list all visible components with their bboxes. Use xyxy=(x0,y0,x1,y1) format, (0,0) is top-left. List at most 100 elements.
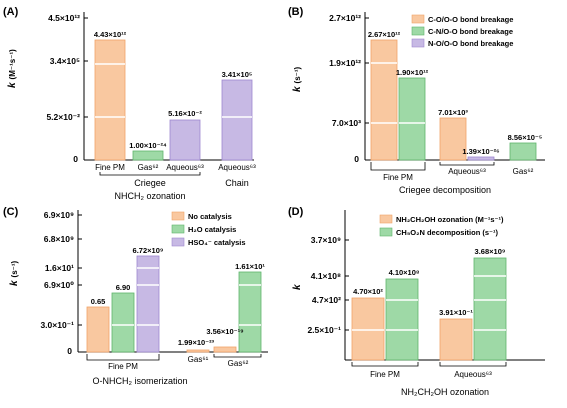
legend-swatch-green xyxy=(379,227,393,237)
panel-c-value-label: 1.99×10⁻²³ xyxy=(178,338,215,347)
panel-c-value-label: 1.61×10¹ xyxy=(235,262,265,271)
panel-a-value-label: 4.43×10¹² xyxy=(94,30,127,39)
panel-b-value-label: 7.01×10³ xyxy=(438,108,468,117)
panel-b-ytick-2: 1.9×10¹² xyxy=(329,58,361,68)
panel-c-ytick-4: 6.9×10⁰ xyxy=(44,280,74,290)
legend-item: HSO₄⁻ catalysis xyxy=(188,238,246,247)
panel-d-category: Fine PM xyxy=(370,370,400,379)
panel-a-category: Fine PM xyxy=(95,163,125,172)
panel-d-value-label: 4.70×10² xyxy=(353,287,383,296)
panel-c: (C) k(s⁻¹) 6.9×10⁹ 6.8×10⁹ 1.6×10¹ 6.9×1… xyxy=(3,206,268,386)
legend-item: NH₂CH₂OH ozonation (M⁻¹s⁻¹) xyxy=(396,215,504,224)
panel-c-value-label: 6.90 xyxy=(116,283,131,292)
panel-b-value-label: 1.90×10¹² xyxy=(396,68,429,77)
panel-c-ytick-6: 0 xyxy=(67,346,72,356)
panel-d-xtitle: NH₂CH₂OH ozonation xyxy=(401,387,489,397)
panel-b-bracket xyxy=(439,162,495,166)
legend-swatch-green xyxy=(411,26,425,36)
bar-b-gas-cn xyxy=(509,142,537,161)
panel-a-ytick-3: 5.2×10⁻² xyxy=(46,112,80,122)
bar-a-finepm xyxy=(94,39,126,161)
legend-item: H₂O catalysis xyxy=(188,225,236,234)
bar-a-gas xyxy=(132,150,164,161)
panel-a-ytick-1: 4.5×10¹² xyxy=(48,13,80,23)
legend-item: CH₅O₂N decomposition (s⁻¹) xyxy=(396,228,498,237)
bar-d-finepm-ozon xyxy=(351,297,385,361)
panel-c-ytick-2: 6.8×10⁹ xyxy=(44,234,74,244)
panel-a-group-bracket xyxy=(99,172,201,176)
panel-c-xtitle: O-NHCH₂ isomerization xyxy=(92,376,187,386)
panel-b-category: Fine PM xyxy=(383,173,413,182)
panel-a-group-criegee: Criegee xyxy=(134,178,166,188)
panel-c-ylabel: k(s⁻¹) xyxy=(9,260,20,286)
panel-d-bracket xyxy=(439,362,507,367)
panel-a-value-label: 1.00×10⁻²⁴ xyxy=(129,141,167,150)
panel-d-ytick-2: 4.1×10⁸ xyxy=(311,271,341,281)
bar-a-aqueous-chain xyxy=(221,79,253,161)
bar-c-finepm-none xyxy=(86,306,110,353)
panel-c-bracket xyxy=(86,354,160,361)
panel-c-bracket xyxy=(213,354,262,358)
panel-a-category: Gas⁶² xyxy=(138,163,159,172)
bar-b-finepm-co xyxy=(370,39,398,161)
panel-d-ytick-1: 3.7×10⁹ xyxy=(311,235,341,245)
panel-b-label: (B) xyxy=(288,6,304,18)
panel-c-ytick-5: 3.0×10⁻¹ xyxy=(40,320,74,330)
panel-a-group-chain: Chain xyxy=(225,178,249,188)
bar-c-finepm-h2o xyxy=(111,292,135,353)
panel-b-ytick-4: 0 xyxy=(354,154,359,164)
legend-swatch-orange xyxy=(411,14,425,24)
panel-c-category: Fine PM xyxy=(108,362,138,371)
panel-b-bracket xyxy=(370,162,426,171)
bar-a-aqueous-criegee xyxy=(169,119,201,161)
panel-a-value-label: 3.41×10⁵ xyxy=(222,70,253,79)
panel-c-value-label: 3.56×10⁻¹⁹ xyxy=(206,327,244,336)
panel-d-value-label: 4.10×10⁸ xyxy=(389,268,420,277)
panel-d-legend: NH₂CH₂OH ozonation (M⁻¹s⁻¹) CH₅O₂N decom… xyxy=(379,214,504,237)
panel-d-value-label: 3.91×10⁻¹ xyxy=(439,308,473,317)
panel-a-label: (A) xyxy=(3,6,19,18)
bar-c-gas61-none xyxy=(186,349,210,353)
panel-a-ytick-4: 0 xyxy=(73,154,78,164)
panel-d-value-label: 3.68×10⁹ xyxy=(475,247,506,256)
bar-b-finepm-cn xyxy=(398,77,426,161)
panel-a-category: Aqueous⁶³ xyxy=(218,163,256,172)
bar-c-gas62-h2o xyxy=(238,271,262,353)
panel-c-category: Gas⁶² xyxy=(228,359,249,368)
bar-c-finepm-hso4 xyxy=(136,255,160,353)
bar-d-aqueous-decomp xyxy=(473,257,507,361)
panel-b-xtitle: Criegee decomposition xyxy=(399,185,491,195)
panel-d-label: (D) xyxy=(288,206,304,218)
panel-a-ylabel: k(M⁻¹s⁻¹) xyxy=(7,49,18,88)
legend-swatch-orange xyxy=(379,214,393,224)
panel-b-value-label: 2.67×10¹² xyxy=(368,30,401,39)
panel-c-category: Gas⁶¹ xyxy=(188,355,209,364)
panel-b-ylabel: k(s⁻¹) xyxy=(292,66,303,92)
legend-item: No catalysis xyxy=(188,212,232,221)
legend-swatch-green xyxy=(171,224,185,234)
legend-swatch-orange xyxy=(171,211,185,221)
legend-item: C-N/O-O bond breakage xyxy=(428,27,513,36)
legend-swatch-purple xyxy=(411,38,425,48)
panel-d-ytick-3: 4.7×10² xyxy=(312,295,341,305)
panel-b: (B) k(s⁻¹) 2.7×10¹² 1.9×10¹² 7.0×10³ 0 C… xyxy=(288,6,545,195)
panel-b-category: Aqueous⁶³ xyxy=(448,167,486,176)
bar-d-finepm-decomp xyxy=(385,278,419,361)
panel-c-ytick-1: 6.9×10⁹ xyxy=(44,210,74,220)
panel-d: (D) k 3.7×10⁹ 4.1×10⁸ 4.7×10² 2.5×10⁻¹ N… xyxy=(288,206,545,397)
panel-a-ytick-2: 3.4×10⁵ xyxy=(50,56,80,66)
panel-b-value-label: 1.39×10⁻²⁶ xyxy=(462,147,499,156)
bar-b-aqueous-co xyxy=(439,117,467,161)
panel-c-value-label: 0.65 xyxy=(91,297,106,306)
panel-a: (A) k(M⁻¹s⁻¹) 4.5×10¹² 3.4×10⁵ 5.2×10⁻² … xyxy=(3,6,256,201)
panel-b-ytick-1: 2.7×10¹² xyxy=(329,13,361,23)
bar-b-aqueous-no xyxy=(467,156,495,161)
panel-b-legend: C-O/O-O bond breakage C-N/O-O bond break… xyxy=(411,14,513,48)
panel-b-value-label: 8.56×10⁻⁵ xyxy=(508,133,543,142)
legend-item: C-O/O-O bond breakage xyxy=(428,15,513,24)
panel-d-ylabel: k xyxy=(292,284,303,290)
panel-b-category: Gas⁶² xyxy=(513,167,534,176)
panel-a-xtitle: NHCH₂ ozonation xyxy=(114,191,185,201)
panel-d-category: Aqueous⁶³ xyxy=(454,370,492,379)
